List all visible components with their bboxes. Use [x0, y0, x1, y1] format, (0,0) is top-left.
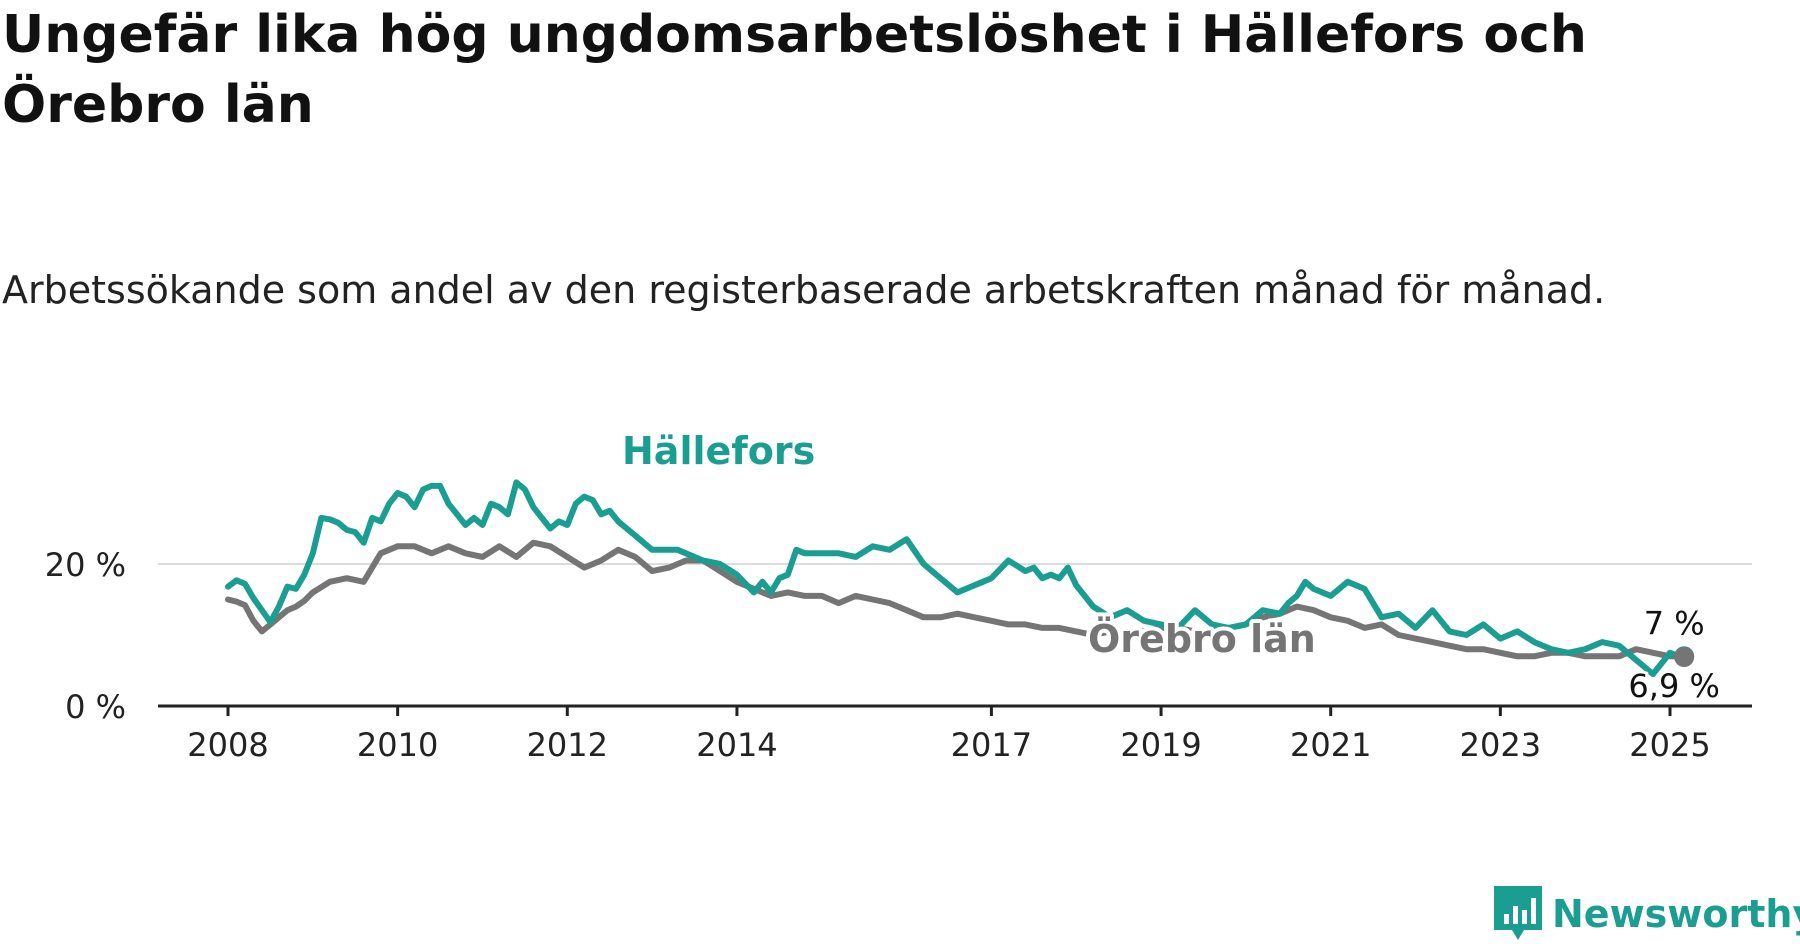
x-tick-label: 2008 — [187, 726, 268, 764]
brand-name: Newsworthy — [1552, 892, 1800, 936]
x-tick-label: 2025 — [1629, 726, 1710, 764]
x-axis: 2008 2010 2012 2014 2017 2019 2021 2023 2025 — [187, 706, 1711, 764]
series-label: Hällefors — [622, 429, 815, 473]
chart-title: Ungefär lika hög ungdomsarbetslöshet i H… — [2, 5, 1587, 135]
series-labels: Hällefors Örebro län — [618, 425, 1320, 665]
y-tick-label: 0 % — [65, 688, 126, 726]
end-value-label: 7 % — [1644, 604, 1705, 642]
y-tick-label: 20 % — [45, 546, 126, 584]
series-line-h-llefors — [225, 479, 1688, 678]
line-chart: 0 % 20 % 2008 2010 2012 2014 2017 2019 2021 2023… — [45, 425, 1752, 764]
x-tick-label: 2017 — [951, 726, 1032, 764]
end-markers: 7 % 6,9 % — [1625, 601, 1722, 708]
series-line--rebro-l-n — [225, 539, 1688, 660]
newsworthy-logo: Newsworthy — [1494, 886, 1800, 942]
gridlines — [158, 563, 1752, 708]
chart-subtitle: Arbetssökande som andel av den registerb… — [2, 268, 1606, 312]
brand-chart-icon — [1494, 886, 1542, 940]
end-point-marker — [1674, 647, 1695, 668]
x-tick-label: 2012 — [527, 726, 608, 764]
x-tick-label: 2019 — [1120, 726, 1201, 764]
end-value-label: 6,9 % — [1628, 667, 1719, 705]
x-tick-label: 2021 — [1290, 726, 1371, 764]
series-label: Örebro län — [1088, 617, 1316, 661]
y-axis: 0 % 20 % — [45, 546, 126, 726]
series-lines — [225, 479, 1688, 678]
x-tick-label: 2023 — [1460, 726, 1541, 764]
x-tick-label: 2014 — [696, 726, 777, 764]
x-tick-label: 2010 — [357, 726, 438, 764]
